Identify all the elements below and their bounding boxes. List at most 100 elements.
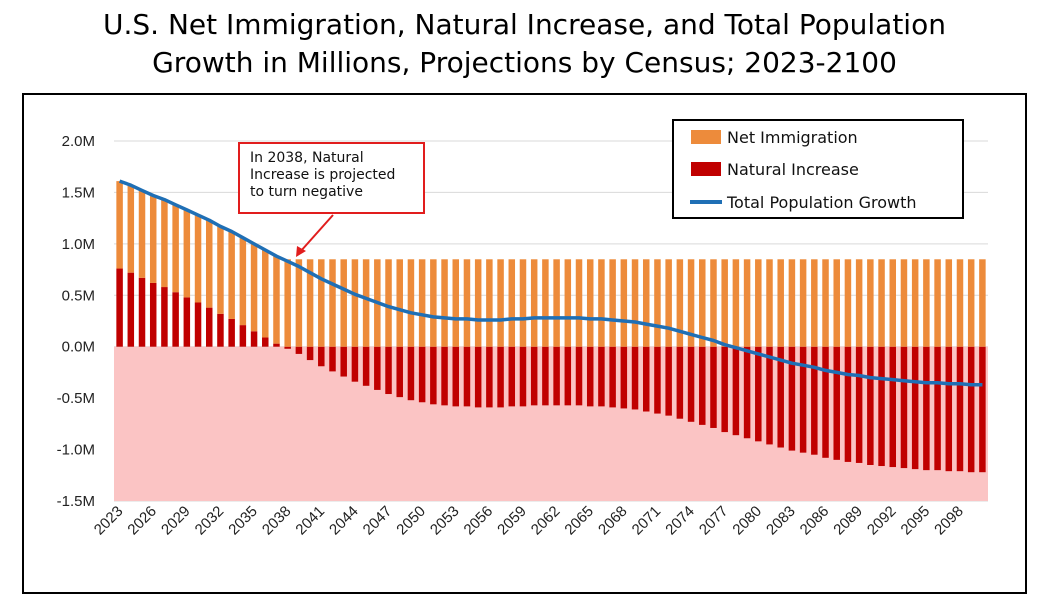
bar-net-immigration [867,259,874,347]
bar-net-immigration [217,226,224,314]
bar-net-immigration [609,259,616,347]
legend-swatch-natural-increase [691,162,721,176]
bar-net-immigration [811,259,818,347]
bar-natural-increase [318,346,325,367]
bar-net-immigration [710,259,717,347]
bar-net-immigration [284,259,291,347]
bar-natural-increase [430,346,437,405]
bar-net-immigration [228,231,235,319]
bar-net-immigration [575,259,583,347]
y-tick-label: 1.5M [62,184,95,201]
bar-natural-increase [979,346,986,473]
bar-net-immigration [699,259,706,347]
bar-natural-increase [374,346,381,390]
bar-natural-increase [609,346,616,408]
bar-natural-increase [755,346,762,442]
x-tick-label: 2029 [158,503,194,539]
bar-net-immigration [530,259,538,347]
bar-net-immigration [721,259,728,347]
bar-net-immigration [519,259,527,347]
legend: Net Immigration Natural Increase Total P… [672,119,964,219]
bar-natural-increase [362,346,370,386]
bar-net-immigration [777,259,784,347]
bar-natural-increase [687,346,695,422]
bar-net-immigration [542,259,549,347]
legend-label-natural-increase: Natural Increase [727,160,859,179]
bar-net-immigration [642,259,650,347]
bar-net-immigration [564,259,572,347]
total-growth-line [118,179,983,387]
x-tick-label: 2038 [259,503,295,539]
bar-net-immigration [889,259,897,347]
bar-natural-increase [295,346,303,354]
bar-net-immigration [430,259,437,347]
legend-label-net-immigration: Net Immigration [727,128,858,147]
bar-net-immigration [956,259,964,347]
bar-natural-increase [452,346,460,407]
bar-net-immigration [755,259,762,347]
bar-natural-increase [116,268,123,347]
bar-natural-increase [553,346,560,406]
bar-natural-increase [564,346,572,406]
bar-natural-increase [385,346,392,395]
bar-natural-increase [228,318,235,347]
bar-natural-increase [127,272,135,347]
bar-net-immigration [878,259,885,347]
bar-net-immigration [172,204,179,293]
annotation-arrow-head [296,246,306,257]
x-tick-label: 2095 [898,503,934,539]
bar-natural-increase [329,346,336,372]
bar-net-immigration [833,259,840,347]
bar-natural-increase [833,346,840,460]
x-tick-label: 2032 [192,503,228,539]
y-tick-label: 2.0M [62,133,95,150]
bar-natural-increase [743,346,751,439]
x-tick-label: 2062 [528,503,564,539]
y-tick-label: 0.5M [62,287,95,304]
bar-net-immigration [631,259,639,347]
bar-natural-increase [407,346,415,401]
bar-natural-increase [542,346,549,406]
bar-natural-increase [530,346,538,406]
bar-net-immigration [967,259,975,347]
x-tick-label: 2041 [293,503,329,539]
bar-natural-increase [138,277,146,347]
legend-label-total-growth: Total Population Growth [726,193,917,212]
bar-natural-increase [474,346,482,408]
bar-natural-increase [620,346,628,409]
bar-net-immigration [441,259,448,347]
bar-natural-increase [945,346,953,472]
bar-net-immigration [743,259,751,347]
bar-natural-increase [205,307,213,347]
bar-natural-increase [799,346,807,453]
bar-natural-increase [486,346,493,408]
bar-natural-increase [273,343,280,347]
legend-swatch-net-immigration [691,130,721,144]
bar-natural-increase [967,346,975,473]
x-tick-label: 2068 [595,503,631,539]
bar-natural-increase [721,346,728,433]
bar-natural-increase [956,346,964,472]
bar-net-immigration [239,237,247,326]
bar-natural-increase [889,346,897,468]
x-tick-label: 2089 [830,503,866,539]
bar-natural-increase [631,346,639,410]
x-tick-label: 2053 [427,503,463,539]
bar-natural-increase [676,346,684,419]
bar-net-immigration [687,259,695,347]
bar-net-immigration [945,259,953,347]
x-tick-label: 2026 [124,503,160,539]
x-tick-label: 2077 [696,503,732,539]
annotation-line-3: to turn negative [250,184,363,200]
x-tick-label: 2080 [730,503,766,539]
annotation-arrow [296,214,334,257]
bar-net-immigration [676,259,684,347]
bar-natural-increase [699,346,706,425]
bar-net-immigration [396,259,403,347]
x-tick-label: 2098 [931,503,967,539]
bar-net-immigration [418,259,426,347]
bar-net-immigration [362,259,370,347]
bar-net-immigration [822,259,829,347]
bar-natural-increase [934,346,941,471]
